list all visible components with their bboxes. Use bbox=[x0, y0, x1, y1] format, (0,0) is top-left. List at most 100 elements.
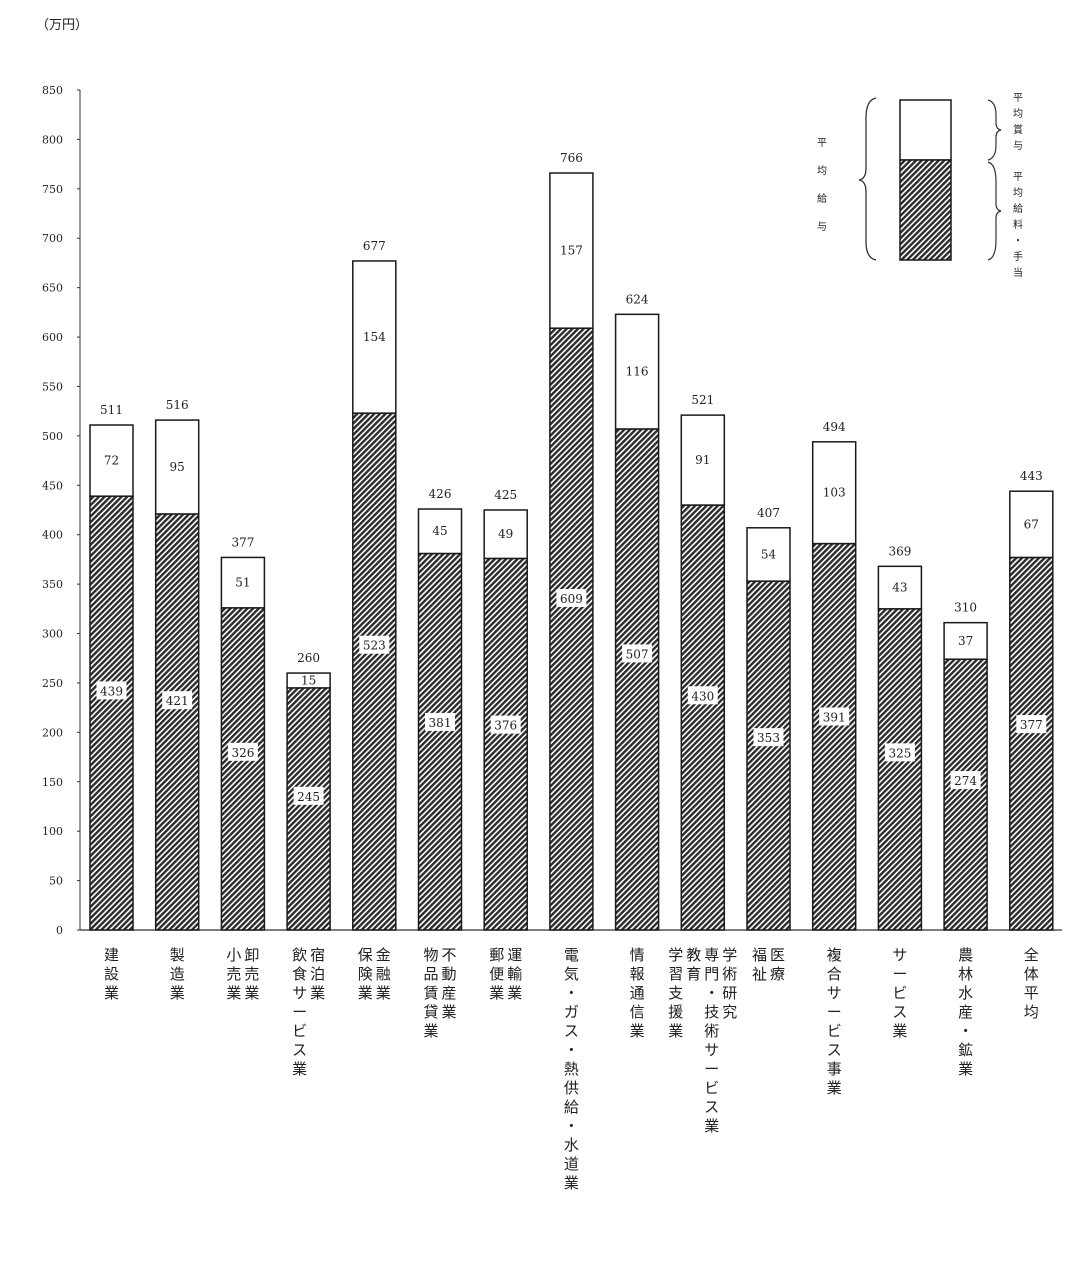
y-tick-label: 0 bbox=[56, 924, 63, 937]
salary-label-bg bbox=[1016, 715, 1047, 734]
salary-data-label: 326 bbox=[231, 746, 254, 760]
category-label: 製造業 bbox=[170, 946, 185, 1002]
total-data-label: 521 bbox=[691, 393, 714, 407]
category-label: 郵便業 bbox=[489, 946, 504, 1002]
salary-label-bg bbox=[950, 771, 981, 790]
y-tick-label: 450 bbox=[42, 479, 63, 492]
salary-label-bg bbox=[622, 644, 653, 663]
salary-data-label: 421 bbox=[166, 694, 189, 708]
bar-bonus bbox=[746, 527, 791, 582]
bar-salary bbox=[417, 552, 463, 931]
salary-label-bg bbox=[359, 635, 390, 654]
category-label: 情報通信業 bbox=[630, 946, 645, 1040]
legend-bonus-brace bbox=[987, 99, 1002, 161]
bar-salary bbox=[352, 412, 397, 931]
bonus-data-label: 72 bbox=[104, 454, 119, 468]
bar-bonus bbox=[680, 414, 726, 506]
bonus-data-label: 51 bbox=[235, 576, 250, 590]
legend-group-brace bbox=[858, 97, 877, 261]
bonus-data-label: 103 bbox=[823, 486, 846, 500]
category-label: 教育 bbox=[686, 946, 701, 983]
y-tick-label: 750 bbox=[42, 183, 63, 196]
category-label: 福祉 bbox=[752, 946, 767, 983]
category-label: 金融業 bbox=[376, 946, 391, 1002]
total-data-label: 766 bbox=[560, 151, 583, 165]
salary-label-bg bbox=[687, 686, 718, 705]
category-label: 学習支援業 bbox=[668, 946, 683, 1040]
y-tick-label: 600 bbox=[42, 331, 63, 344]
category-label: 建設業 bbox=[104, 946, 119, 1002]
category-label: 農林水産・鉱業 bbox=[958, 946, 973, 1078]
bonus-data-label: 49 bbox=[498, 527, 513, 541]
bar-bonus bbox=[483, 509, 528, 560]
salary-data-label: 430 bbox=[691, 689, 714, 703]
category-label: 専門・技術サービス業 bbox=[704, 946, 719, 1135]
category-label: 宿泊業 bbox=[310, 946, 325, 1002]
salary-data-label: 245 bbox=[297, 790, 320, 804]
category-label: 学術研究 bbox=[722, 946, 737, 1021]
salary-label-bg bbox=[96, 681, 127, 700]
bar-salary bbox=[220, 607, 266, 931]
salary-label-bg bbox=[425, 712, 455, 731]
salary-label-bg bbox=[293, 786, 324, 805]
salary-data-label: 325 bbox=[888, 746, 911, 760]
bar-bonus bbox=[943, 621, 988, 660]
y-tick-label: 100 bbox=[42, 825, 63, 838]
y-tick-label: 250 bbox=[42, 677, 63, 690]
total-data-label: 377 bbox=[231, 535, 254, 549]
bar-bonus bbox=[89, 424, 134, 497]
total-data-label: 677 bbox=[363, 239, 386, 253]
total-data-label: 369 bbox=[888, 544, 911, 558]
y-tick-label: 400 bbox=[42, 529, 63, 542]
salary-label-bg bbox=[819, 707, 850, 726]
category-label: 飲食サービス業 bbox=[292, 946, 307, 1078]
category-label: 全体平均 bbox=[1024, 946, 1039, 1021]
bar-bonus bbox=[549, 172, 594, 329]
category-label: 複合サービス事業 bbox=[827, 946, 842, 1097]
y-tick-label: 50 bbox=[49, 875, 63, 888]
salary-label-bg bbox=[753, 728, 784, 747]
salary-label-bg bbox=[227, 742, 258, 761]
legend-bonus-label: 平均賞与 bbox=[1013, 93, 1023, 152]
bonus-data-label: 157 bbox=[560, 244, 583, 258]
salary-label-bg bbox=[884, 743, 915, 762]
legend-salary-brace bbox=[987, 161, 1002, 261]
y-tick-label: 150 bbox=[42, 776, 63, 789]
bonus-data-label: 15 bbox=[301, 673, 316, 687]
total-data-label: 624 bbox=[626, 292, 649, 306]
category-label: 電気・ガス・熱供給・水道業 bbox=[564, 946, 579, 1192]
salary-label-bg bbox=[556, 588, 587, 607]
bar-salary bbox=[680, 504, 726, 931]
total-data-label: 516 bbox=[166, 398, 189, 412]
bonus-data-label: 67 bbox=[1024, 517, 1039, 531]
salary-data-label: 507 bbox=[626, 647, 649, 661]
salary-data-label: 391 bbox=[823, 710, 846, 724]
bar-salary bbox=[746, 580, 791, 931]
y-axis-unit-label: （万円） bbox=[36, 18, 89, 33]
y-tick-label: 800 bbox=[42, 133, 63, 146]
salary-label-bg bbox=[490, 715, 521, 734]
y-tick-label: 200 bbox=[42, 726, 63, 739]
bar-bonus bbox=[417, 508, 463, 555]
category-label: 小売業 bbox=[226, 946, 241, 1002]
total-data-label: 511 bbox=[100, 403, 123, 417]
bonus-data-label: 54 bbox=[761, 547, 777, 561]
axes: 0 50 100 150 200 250 300 350 400 450 500 550 600 650 7… bbox=[42, 84, 1062, 937]
bar-bonus bbox=[877, 565, 923, 610]
total-data-label: 310 bbox=[954, 601, 977, 615]
category-label: 不動産業 bbox=[441, 946, 456, 1021]
salary-data-label: 377 bbox=[1020, 718, 1043, 732]
bar-bonus bbox=[1009, 490, 1054, 559]
salary-data-label: 274 bbox=[954, 774, 977, 788]
category-label: 保険業 bbox=[358, 946, 373, 1002]
total-data-label: 426 bbox=[429, 487, 452, 501]
category-label: サービス業 bbox=[892, 946, 907, 1040]
total-data-label: 443 bbox=[1020, 469, 1043, 483]
salary-label-bg bbox=[162, 691, 193, 710]
bar-salary bbox=[483, 557, 528, 931]
bar-salary bbox=[1009, 556, 1054, 931]
y-tick-label: 350 bbox=[42, 578, 63, 591]
bar-bonus bbox=[811, 441, 857, 545]
total-data-label: 425 bbox=[494, 488, 517, 502]
y-tick-label: 300 bbox=[42, 628, 63, 641]
